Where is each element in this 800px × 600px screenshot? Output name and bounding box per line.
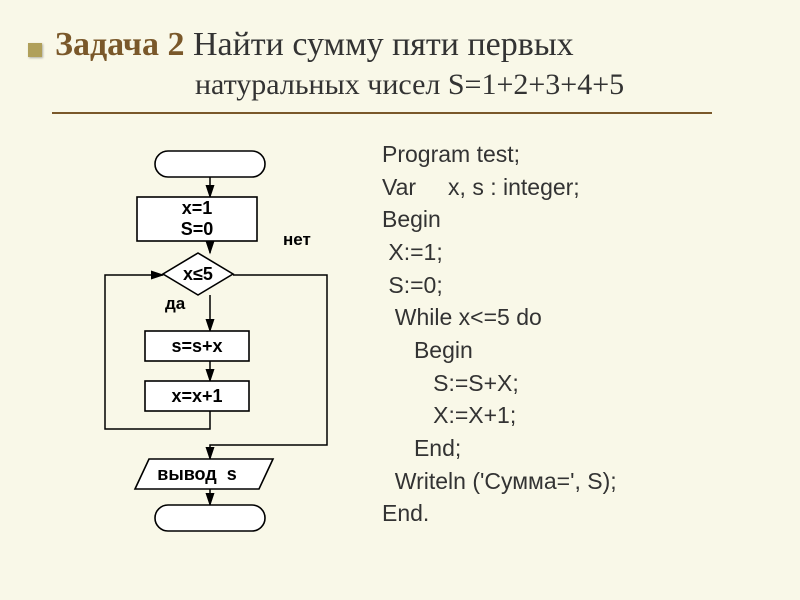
flowchart: да нет x=1 S=0 x≤5 s=s+x x=x+1 вывод s (55, 145, 375, 565)
flowchart-node-label: s=s+x (145, 331, 249, 361)
page-title: Задача 2 Найти сумму пяти первых (55, 26, 574, 64)
title-strong: Задача 2 (55, 26, 184, 63)
page-subtitle: натуральных чисел S=1+2+3+4+5 (195, 68, 624, 102)
title-underline (52, 112, 712, 114)
flowchart-node-label: x=x+1 (145, 381, 249, 411)
svg-text:нет: нет (283, 230, 311, 249)
flowchart-node-label: вывод s (135, 459, 259, 489)
title-rest: Найти сумму пяти первых (184, 26, 573, 63)
flowchart-node-label: x≤5 (163, 253, 233, 295)
code-listing: Program test; Var x, s : integer; Begin … (382, 138, 617, 530)
svg-text:да: да (165, 294, 186, 313)
flowchart-node-label: x=1 S=0 (137, 197, 257, 241)
title-bullet (28, 43, 42, 57)
